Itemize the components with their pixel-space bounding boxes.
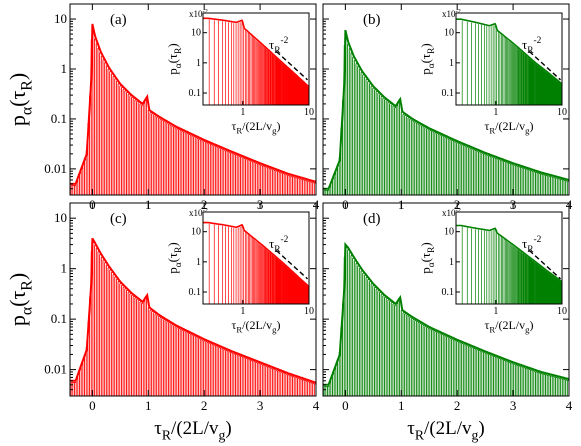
theory-curve bbox=[70, 237, 316, 384]
x-tick-label: 4 bbox=[313, 398, 320, 413]
inset-multiplier: x10-2​ bbox=[189, 8, 208, 19]
inset-chart: 1 10 0.1 1 10 x10-2​ τR​-2​ τR​/(2L/vg​) pα​(τR​… bbox=[165, 207, 314, 335]
inset-x-tick-label: 10 bbox=[557, 306, 567, 317]
x-axis-label: τR​/(2L/vg​) bbox=[154, 418, 231, 443]
y-axis-label: pα​(τR​) bbox=[5, 273, 36, 326]
inset-slope-label: τR​-2​ bbox=[269, 235, 289, 255]
x-tick-label: 0 bbox=[342, 398, 349, 413]
theory-curve bbox=[323, 241, 569, 386]
panel-label: (d) bbox=[363, 211, 381, 227]
plot-frame bbox=[69, 202, 317, 397]
inset-plot-area bbox=[456, 18, 562, 105]
inset-y-tick-label: 0.1 bbox=[189, 287, 202, 298]
inset-plot-area bbox=[203, 221, 309, 304]
y-tick-label: 1 bbox=[61, 261, 68, 276]
inset-chart: 1 10 0.1 1 10 x10-2​ τR​-2​ τR​/(2L/vg​) pα​(τR​… bbox=[165, 8, 314, 136]
inset-frame bbox=[202, 12, 310, 106]
inset-y-tick-label: 0.1 bbox=[189, 88, 202, 99]
y-tick-label: 10 bbox=[54, 210, 67, 225]
inset-y-axis-label: pα​(τR​) bbox=[165, 43, 184, 75]
inset-theory-curve bbox=[203, 221, 309, 288]
chart-panel: 012340.010.1110pα​(τR​)τR​/(2L/vg​)(c)11… bbox=[5, 202, 320, 443]
x-axis-label: τR​/(2L/vg​) bbox=[407, 418, 484, 443]
inset-slope-label: τR​-2​ bbox=[522, 235, 542, 255]
y-axis-label: pα​(τR​) bbox=[5, 73, 36, 126]
slope-reference-line bbox=[528, 249, 561, 280]
inset-chart: 1 10 0.1 1 10 x10-2​ τR​-2​ τR​/(2L/vg​) pα​(τR​… bbox=[418, 8, 567, 136]
y-tick-label: 1 bbox=[61, 61, 68, 76]
inset-y-tick-label: 1 bbox=[449, 58, 454, 69]
y-tick-label: 10 bbox=[54, 11, 67, 26]
chart-panel: 012340.010.1110pα​(τR​)(a)1100.1110x10-2… bbox=[5, 3, 320, 212]
inset-y-tick-label: 10 bbox=[444, 227, 454, 238]
plot-area bbox=[323, 241, 569, 396]
inset-multiplier: x10-2​ bbox=[442, 8, 461, 19]
y-tick-label: 0.01 bbox=[44, 362, 67, 377]
inset-y-tick-label: 10 bbox=[191, 227, 201, 238]
inset-x-tick-label: 1 bbox=[493, 306, 498, 317]
chart-panel: 01234(b)1100.1110x10-2​τR​-2​τR​/(2L/vg​… bbox=[322, 3, 573, 212]
plot-frame bbox=[322, 202, 570, 397]
inset-x-tick-label: 10 bbox=[304, 306, 314, 317]
inset-x-tick-label: 1 bbox=[240, 107, 245, 118]
inset-y-axis-label: pα​(τR​) bbox=[418, 43, 437, 75]
inset-y-tick-label: 1 bbox=[196, 58, 201, 69]
panel-label: (b) bbox=[363, 12, 381, 28]
panel-label: (a) bbox=[110, 12, 127, 28]
slope-reference-line bbox=[275, 249, 308, 280]
inset-x-axis-label: τR​/(2L/vg​) bbox=[485, 318, 534, 335]
inset-y-tick-label: 0.1 bbox=[442, 88, 455, 99]
y-tick-label: 0.1 bbox=[51, 111, 67, 126]
x-tick-label: 1 bbox=[145, 398, 152, 413]
slope-reference-line bbox=[528, 50, 561, 81]
x-tick-label: 2 bbox=[454, 398, 461, 413]
y-tick-label: 0.1 bbox=[51, 311, 67, 326]
x-tick-label: 0 bbox=[89, 398, 96, 413]
plot-frame bbox=[69, 3, 317, 196]
inset-theory-curve bbox=[203, 17, 309, 88]
inset-multiplier: x10-2​ bbox=[189, 207, 208, 218]
inset-x-tick-label: 1 bbox=[240, 306, 245, 317]
inset-slope-label: τR​-2​ bbox=[269, 36, 289, 56]
slope-reference-line bbox=[275, 50, 308, 81]
plot-area bbox=[323, 29, 569, 195]
inset-x-tick-label: 10 bbox=[557, 107, 567, 118]
theory-curve bbox=[70, 23, 316, 185]
inset-y-tick-label: 10 bbox=[191, 28, 201, 39]
plot-frame bbox=[322, 3, 570, 196]
theory-curve bbox=[323, 29, 569, 190]
inset-x-axis-label: τR​/(2L/vg​) bbox=[485, 119, 534, 136]
chart-panel: 0 1 2 3 4 τR​/(2L/vg​) (d) 1 10 0.1 1 10 x10-2​ τR​-2… bbox=[322, 202, 573, 443]
inset-chart: 1 10 0.1 1 10 x10-2​ τR​-2​ τR​/(2L/vg​) pα​(τR​… bbox=[418, 207, 567, 335]
inset-y-axis-label: pα​(τR​) bbox=[165, 242, 184, 274]
panel-label: (c) bbox=[110, 211, 127, 227]
inset-frame bbox=[202, 211, 310, 305]
inset-frame bbox=[455, 12, 563, 106]
inset-theory-curve bbox=[456, 224, 562, 283]
plot-area bbox=[70, 237, 316, 396]
x-tick-label: 3 bbox=[257, 398, 264, 413]
x-tick-label: 4 bbox=[566, 398, 573, 413]
x-tick-label: 2 bbox=[201, 398, 208, 413]
inset-y-tick-label: 1 bbox=[196, 257, 201, 268]
inset-frame bbox=[455, 211, 563, 305]
inset-y-axis-label: pα​(τR​) bbox=[418, 242, 437, 274]
inset-y-tick-label: 10 bbox=[444, 28, 454, 39]
inset-x-axis-label: τR​/(2L/vg​) bbox=[232, 119, 281, 136]
inset-slope-label: τR​-2​ bbox=[522, 36, 542, 56]
inset-theory-curve bbox=[456, 18, 562, 85]
inset-x-tick-label: 1 bbox=[493, 107, 498, 118]
inset-y-tick-label: 1 bbox=[449, 257, 454, 268]
inset-plot-area bbox=[203, 17, 309, 105]
inset-x-axis-label: τR​/(2L/vg​) bbox=[232, 318, 281, 335]
inset-multiplier: x10-2​ bbox=[442, 207, 461, 218]
y-tick-label: 0.01 bbox=[44, 161, 67, 176]
inset-y-tick-label: 0.1 bbox=[442, 287, 455, 298]
plot-area bbox=[70, 23, 316, 195]
x-tick-label: 1 bbox=[398, 398, 405, 413]
x-tick-label: 3 bbox=[510, 398, 517, 413]
inset-x-tick-label: 10 bbox=[304, 107, 314, 118]
inset-plot-area bbox=[456, 224, 562, 304]
